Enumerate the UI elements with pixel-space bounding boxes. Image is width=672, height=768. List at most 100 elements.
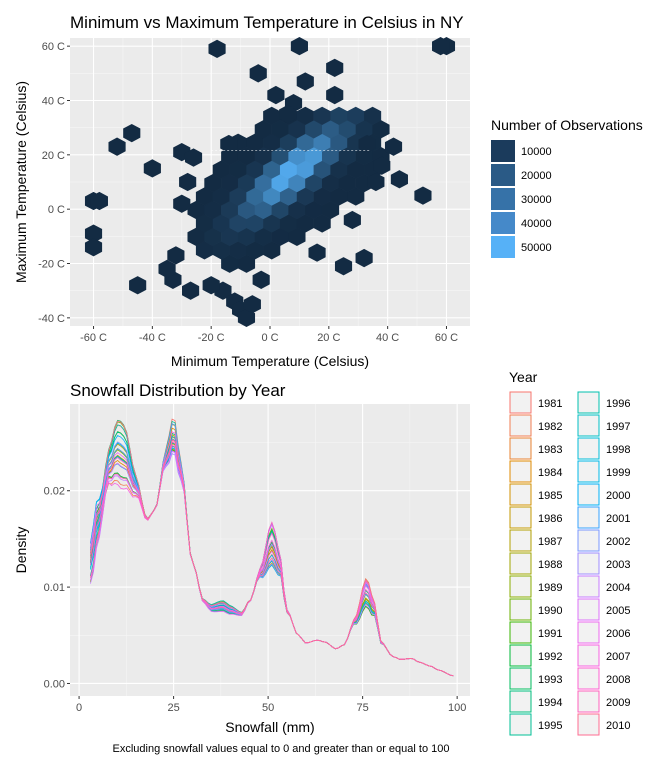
- density-legend-label-1984: 1984: [538, 467, 562, 479]
- hex-cell: [195, 214, 214, 233]
- x-tick-label: -60 C: [80, 332, 107, 344]
- hex-cell: [208, 39, 226, 59]
- hex-cell: [267, 85, 285, 105]
- density-legend-label-2008: 2008: [606, 674, 630, 686]
- hex-cell: [263, 160, 281, 179]
- y-tick-label: 60 C: [42, 41, 65, 53]
- hex-cell: [212, 160, 230, 179]
- hexbin-chart: Minimum vs Maximum Temperature in Celsiu…: [13, 13, 643, 369]
- density-legend-label-2007: 2007: [606, 651, 630, 663]
- hex-cell: [212, 187, 230, 206]
- hex-cell: [246, 214, 264, 233]
- density-legend-key-1997: [577, 414, 600, 437]
- hexbin-legend-label: 50000: [521, 242, 552, 254]
- hex-cell: [279, 104, 297, 124]
- hex-cell: [249, 64, 267, 83]
- density-y-ticks: 0.00 0.01 0.02: [44, 486, 70, 690]
- density-legend-label-1989: 1989: [538, 582, 562, 594]
- density-legend-label-1994: 1994: [538, 697, 562, 709]
- density-chart-title: Snowfall Distribution by Year: [70, 381, 286, 400]
- x-tick-label: -40 C: [139, 332, 166, 344]
- hex-cell: [290, 37, 308, 56]
- density-legend-label-2010: 2010: [606, 720, 630, 732]
- x-tick-label: 60 C: [435, 332, 458, 344]
- hex-cell: [296, 106, 314, 125]
- density-legend-label-1988: 1988: [538, 559, 562, 571]
- density-legend-key-2009: [577, 690, 600, 713]
- density-legend-label-1999: 1999: [606, 467, 630, 479]
- x-tick-label: 0: [76, 702, 82, 714]
- hex-cell: [221, 147, 239, 166]
- hex-cell: [179, 172, 197, 192]
- density-legend-key-2007: [577, 644, 600, 667]
- hex-cell: [263, 241, 281, 260]
- x-tick-label: 25: [167, 702, 179, 714]
- hex-cell: [221, 200, 239, 220]
- hex-cell: [305, 200, 323, 220]
- density-legend-label-1986: 1986: [538, 513, 562, 525]
- density-legend-key-1989: [509, 575, 532, 598]
- hex-cell: [246, 187, 264, 206]
- hexbin-x-ticks: -60 C -40 C -20 C 0 C 20 C 40 C 60 C: [80, 326, 458, 344]
- hex-cell: [288, 147, 306, 166]
- hexbin-y-axis-title: Maximum Temperature (Celsius): [13, 81, 29, 283]
- hex-cell: [229, 160, 247, 179]
- hex-cell: [246, 160, 264, 179]
- density-legend-label-2006: 2006: [606, 628, 630, 640]
- density-x-ticks: 0 25 50 75 100: [76, 696, 466, 714]
- density-legend-title: Year: [509, 369, 538, 385]
- density-legend-label-2000: 2000: [606, 490, 630, 502]
- hex-cell: [330, 133, 348, 152]
- hexbin-legend: Number of Observations 10000 20000 30000 40…: [491, 117, 643, 258]
- hex-cell: [321, 120, 340, 139]
- hexbin-legend-swatch: [491, 164, 515, 186]
- density-legend-key-2010: [577, 713, 600, 736]
- hexbin-legend-title: Number of Observations: [491, 117, 643, 133]
- hex-cell: [254, 120, 272, 139]
- hex-cell: [330, 106, 348, 125]
- density-legend-key-2006: [577, 621, 600, 644]
- hex-cell: [373, 156, 391, 175]
- density-legend-key-1981: [509, 391, 532, 414]
- density-legend-label-1996: 1996: [606, 398, 630, 410]
- hexbin-legend-swatch: [491, 236, 515, 258]
- density-legend-label-1997: 1997: [606, 421, 630, 433]
- hex-cell: [321, 173, 340, 193]
- hex-cell: [221, 227, 239, 247]
- y-tick-label: -40 C: [38, 313, 65, 325]
- hexbin-legend-swatch: [491, 212, 515, 234]
- density-legend-key-1991: [509, 621, 532, 644]
- density-legend-label-1987: 1987: [538, 536, 562, 548]
- density-legend-label-2004: 2004: [606, 582, 630, 594]
- hex-cell: [271, 147, 289, 166]
- density-legend-key-1987: [509, 529, 532, 552]
- hex-cell: [237, 147, 256, 166]
- density-legend-key-1992: [509, 644, 532, 667]
- density-legend-label-2001: 2001: [606, 513, 630, 525]
- density-legend-label-1990: 1990: [538, 605, 562, 617]
- y-tick-label: 0.02: [44, 486, 65, 498]
- hex-cell: [288, 200, 306, 220]
- x-tick-label: 0 C: [261, 332, 278, 344]
- density-legend-label-1998: 1998: [606, 444, 630, 456]
- density-y-axis-title: Density: [13, 527, 29, 574]
- hex-cell: [296, 72, 314, 91]
- hex-cell: [195, 241, 214, 260]
- hex-cell: [355, 248, 373, 268]
- hex-cell: [313, 133, 331, 152]
- hexbin-legend-swatch: [491, 140, 515, 162]
- hex-cell: [305, 173, 323, 193]
- density-gridlines: [70, 404, 470, 696]
- hex-cell: [246, 241, 264, 260]
- density-legend-key-1993: [509, 667, 532, 690]
- hex-cell: [254, 147, 272, 166]
- hex-cell: [338, 173, 356, 193]
- hex-cell: [271, 227, 289, 247]
- density-legend-key-1999: [577, 460, 600, 483]
- hex-cell: [347, 187, 365, 206]
- hexbin-cells: [84, 37, 456, 327]
- hex-cell: [271, 200, 289, 220]
- density-legend-key-1996: [577, 391, 600, 414]
- hex-cell: [321, 200, 340, 220]
- density-legend-key-2005: [577, 598, 600, 621]
